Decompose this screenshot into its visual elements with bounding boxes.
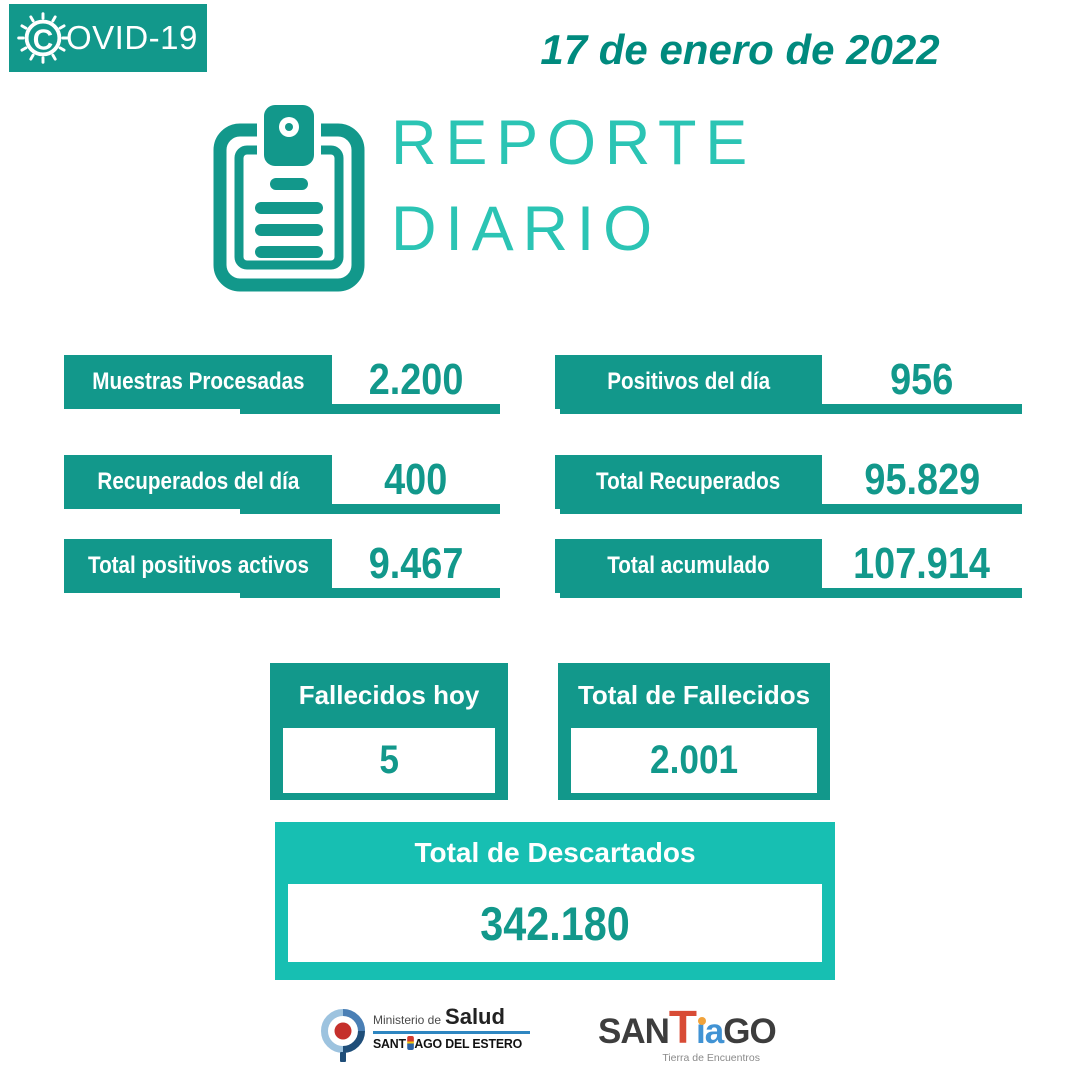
ministry-i-mark-icon xyxy=(406,1036,414,1050)
ministry-text: Ministerio de Salud SANT AGO DEL ESTERO xyxy=(373,1004,530,1051)
ministry-province-left: SANT xyxy=(373,1036,406,1051)
virus-icon: C xyxy=(17,12,69,64)
covid19-badge: C OVID-19 xyxy=(9,4,207,72)
ministry-logo: Ministerio de Salud SANT AGO DEL ESTERO xyxy=(321,1004,530,1064)
stat-label: Recuperados del día xyxy=(97,468,299,495)
stat-value: 2.200 xyxy=(368,355,464,404)
discarded-value-box: 342.180 xyxy=(288,884,822,962)
stat-label: Muestras Procesadas xyxy=(91,368,305,395)
santiago-seg-i: ı xyxy=(696,1012,707,1051)
stat-value: 956 xyxy=(890,355,954,404)
clipboard-icon xyxy=(213,101,365,292)
stat-label: Total positivos activos xyxy=(87,552,309,579)
stat-value: 400 xyxy=(384,455,448,504)
discarded-label: Total de Descartados xyxy=(414,837,696,868)
stat-label-box: Total acumulado xyxy=(555,539,822,593)
santiago-seg-go: GO xyxy=(723,1012,776,1051)
santiago-seg-san: SAN xyxy=(598,1012,670,1051)
deaths-total-label: Total de Fallecidos xyxy=(577,680,811,710)
stat-label: Total Recuperados xyxy=(596,468,781,495)
stat-label-box: Positivos del día xyxy=(555,355,822,409)
ministry-name-line: Ministerio de Salud xyxy=(373,1004,530,1030)
report-date: 17 de enero de 2022 xyxy=(540,26,940,73)
badge-label: OVID-19 xyxy=(66,19,198,56)
ministry-province-right: AGO DEL ESTERO xyxy=(414,1036,523,1051)
deaths-today-box: Fallecidos hoy 5 xyxy=(270,663,508,800)
stat-label: Positivos del día xyxy=(607,368,770,395)
stat-value: 9.467 xyxy=(368,539,464,588)
ministry-divider xyxy=(373,1031,530,1034)
stat-underline xyxy=(560,504,1022,514)
stat-underline xyxy=(560,404,1022,414)
deaths-total-value-box: 2.001 xyxy=(571,728,817,793)
i-dot xyxy=(698,1017,707,1025)
discarded-box: Total de Descartados 342.180 xyxy=(275,822,835,980)
stat-underline xyxy=(240,404,500,414)
stat-underline xyxy=(240,504,500,514)
ministry-name: Salud xyxy=(445,1004,505,1029)
santiago-tagline: Tierra de Encuentros xyxy=(662,1052,760,1064)
deaths-total-value: 2.001 xyxy=(649,738,739,782)
ministry-emblem-icon xyxy=(321,1009,365,1062)
deaths-today-value-box: 5 xyxy=(283,728,495,793)
deaths-today-value: 5 xyxy=(379,738,399,782)
santiago-i-glyph: ı xyxy=(696,1012,706,1051)
stat-underline xyxy=(240,588,500,598)
stat-label-box: Total positivos activos xyxy=(64,539,332,593)
stat-underline xyxy=(560,588,1022,598)
stat-label-box: Muestras Procesadas xyxy=(64,355,332,409)
stat-label-box: Recuperados del día xyxy=(64,455,332,509)
badge-letter-c: C xyxy=(33,24,53,56)
stat-value-box: 9.467 xyxy=(332,537,500,591)
stat-value-box: 95.829 xyxy=(822,453,1022,507)
stat-label: Total acumulado xyxy=(607,552,770,579)
stat-value: 107.914 xyxy=(853,539,991,588)
ministry-pre: Ministerio de xyxy=(373,1013,442,1027)
page-title: REPORTE DIARIO xyxy=(391,100,756,272)
title-line-1: REPORTE xyxy=(391,108,757,178)
stat-value-box: 2.200 xyxy=(332,353,500,407)
stat-value-box: 956 xyxy=(822,353,1022,407)
stat-value-box: 107.914 xyxy=(822,537,1022,591)
deaths-total-box: Total de Fallecidos 2.001 xyxy=(558,663,830,800)
stat-value-box: 400 xyxy=(332,453,500,507)
santiago-seg-a: a xyxy=(704,1012,724,1051)
title-line-2: DIARIO xyxy=(391,194,661,264)
deaths-today-label: Fallecidos hoy xyxy=(298,680,480,710)
discarded-value: 342.180 xyxy=(480,896,630,950)
ministry-province-line: SANT AGO DEL ESTERO xyxy=(373,1036,522,1051)
stat-label-box: Total Recuperados xyxy=(555,455,822,509)
santiago-seg-t: T xyxy=(668,1001,697,1053)
stat-value: 95.829 xyxy=(864,455,980,504)
